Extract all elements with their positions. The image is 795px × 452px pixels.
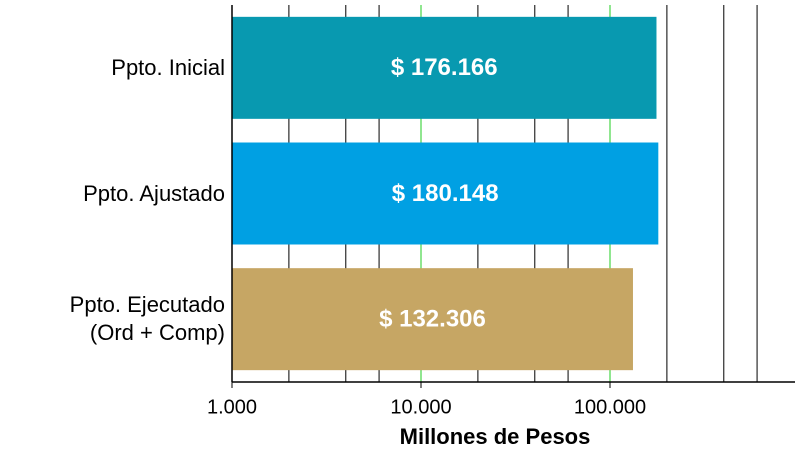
y-tick-label: Ppto. Ajustado xyxy=(83,180,225,206)
value-label: $ 176.166 xyxy=(391,54,498,81)
bar xyxy=(232,142,659,245)
value-label: $ 180.148 xyxy=(392,180,499,207)
bar xyxy=(232,16,657,119)
y-tick-label: Ppto. Ejecutado (Ord + Comp) xyxy=(69,292,225,346)
x-tick-label: 100.000 xyxy=(574,396,646,418)
bar xyxy=(232,268,633,371)
value-label: $ 132.306 xyxy=(379,306,486,333)
x-tick-label: 1.000 xyxy=(207,396,257,418)
x-tick-label: 10.000 xyxy=(390,396,451,418)
y-tick-label: Ppto. Inicial xyxy=(111,54,225,80)
x-axis-label: Millones de Pesos xyxy=(400,424,591,449)
